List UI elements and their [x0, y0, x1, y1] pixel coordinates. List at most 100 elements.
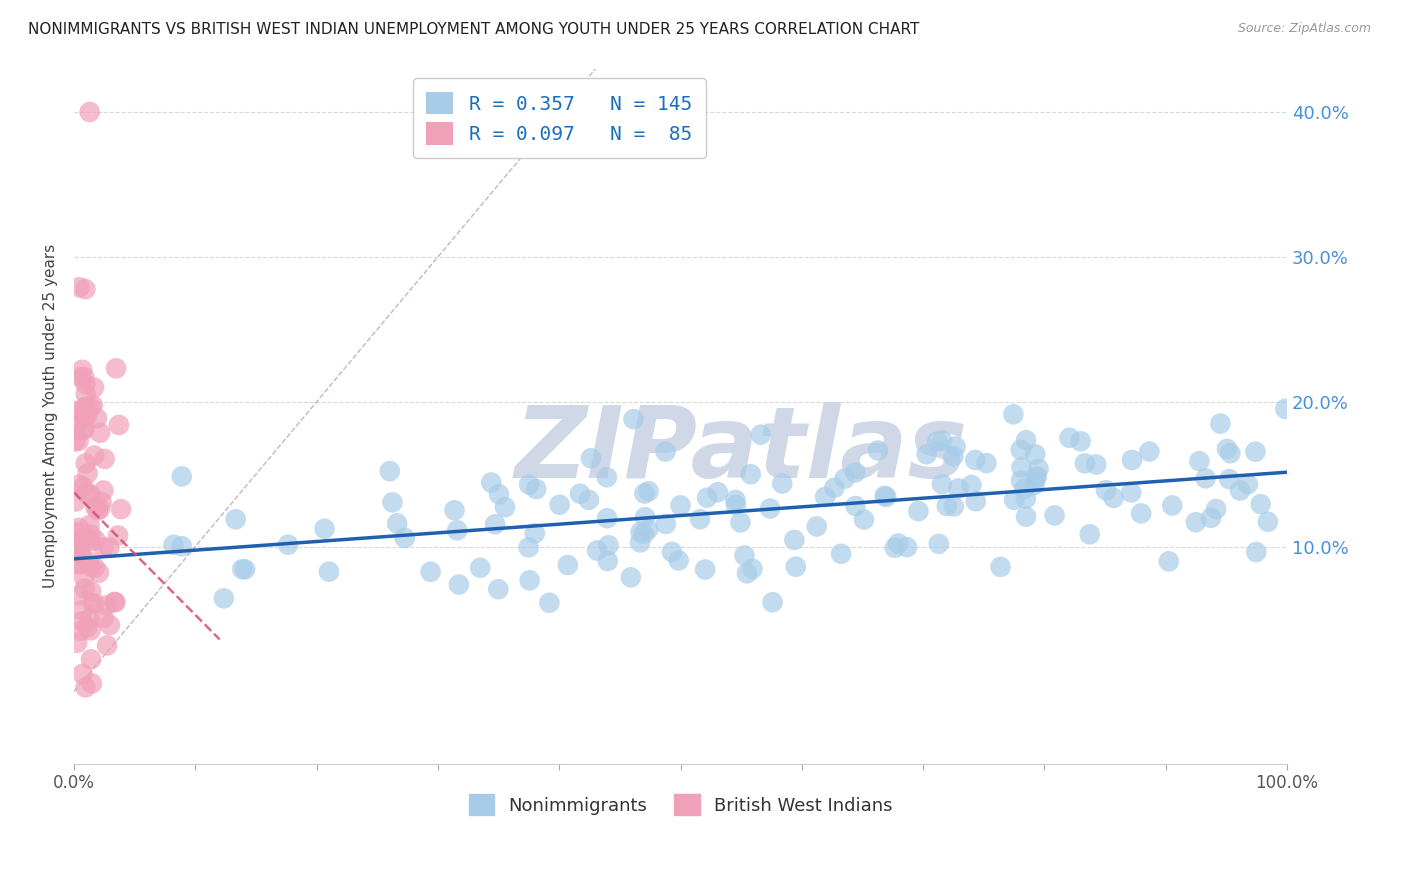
Point [65, 525, 87, 540]
Point [630, 524, 652, 539]
Point [806, 519, 828, 533]
Point [67, 588, 90, 602]
Point [73, 423, 96, 437]
Point [1002, 408, 1025, 422]
Point [75, 282, 97, 296]
Point [447, 577, 470, 591]
Point [70, 624, 93, 638]
Point [93, 611, 115, 625]
Point [72, 667, 94, 681]
Point [1102, 491, 1125, 505]
Point [72, 423, 94, 437]
Point [579, 451, 602, 466]
Point [569, 487, 592, 501]
Point [73, 401, 96, 415]
Point [73, 407, 96, 421]
Point [1237, 477, 1260, 491]
Point [633, 526, 655, 541]
Point [598, 538, 620, 552]
Point [494, 500, 516, 515]
Point [883, 541, 905, 555]
Point [965, 494, 987, 508]
Point [66, 636, 89, 650]
Point [66, 558, 89, 572]
Point [76, 620, 98, 634]
Point [866, 443, 889, 458]
Point [524, 482, 547, 496]
Point [873, 489, 896, 503]
Point [735, 566, 758, 581]
Point [104, 595, 127, 609]
Point [170, 539, 193, 553]
Point [935, 499, 957, 513]
Point [1078, 527, 1101, 541]
Point [620, 570, 643, 584]
Point [98, 618, 121, 632]
Point [79, 488, 101, 502]
Point [63, 404, 86, 418]
Point [853, 512, 876, 526]
Point [1028, 462, 1050, 476]
Point [83, 380, 105, 394]
Point [96, 639, 118, 653]
Point [67, 434, 90, 448]
Point [1209, 417, 1232, 431]
Point [110, 502, 132, 516]
Point [93, 483, 115, 498]
Point [1024, 447, 1046, 461]
Point [730, 516, 752, 530]
Point [1085, 458, 1108, 472]
Point [689, 512, 711, 526]
Point [1010, 474, 1032, 488]
Point [93, 541, 115, 555]
Point [1070, 434, 1092, 449]
Point [578, 492, 600, 507]
Point [696, 491, 718, 505]
Point [212, 591, 235, 606]
Point [623, 412, 645, 426]
Point [1024, 478, 1046, 492]
Point [87, 503, 110, 517]
Point [79, 612, 101, 626]
Point [741, 562, 763, 576]
Point [1257, 515, 1279, 529]
Point [695, 562, 717, 576]
Point [79, 105, 101, 120]
Point [1025, 471, 1047, 485]
Point [1121, 453, 1143, 467]
Point [86, 411, 108, 425]
Point [634, 510, 657, 524]
Point [87, 566, 110, 580]
Point [1194, 471, 1216, 485]
Point [75, 456, 97, 470]
Text: Source: ZipAtlas.com: Source: ZipAtlas.com [1237, 22, 1371, 36]
Point [479, 475, 502, 490]
Point [1250, 497, 1272, 511]
Point [314, 522, 336, 536]
Point [484, 517, 506, 532]
Point [637, 523, 659, 537]
Point [80, 401, 103, 415]
Point [1157, 554, 1180, 568]
Point [75, 387, 97, 401]
Point [63, 422, 86, 436]
Point [875, 490, 897, 504]
Point [69, 557, 91, 571]
Point [1246, 545, 1268, 559]
Point [394, 531, 416, 545]
Point [548, 498, 571, 512]
Point [80, 527, 103, 541]
Point [1188, 454, 1211, 468]
Point [749, 427, 772, 442]
Point [446, 524, 468, 538]
Point [596, 511, 619, 525]
Point [1229, 483, 1251, 498]
Point [834, 472, 856, 486]
Point [1002, 492, 1025, 507]
Point [65, 494, 87, 508]
Point [661, 545, 683, 559]
Point [162, 538, 184, 552]
Point [1218, 472, 1240, 486]
Point [89, 425, 111, 440]
Point [1199, 511, 1222, 525]
